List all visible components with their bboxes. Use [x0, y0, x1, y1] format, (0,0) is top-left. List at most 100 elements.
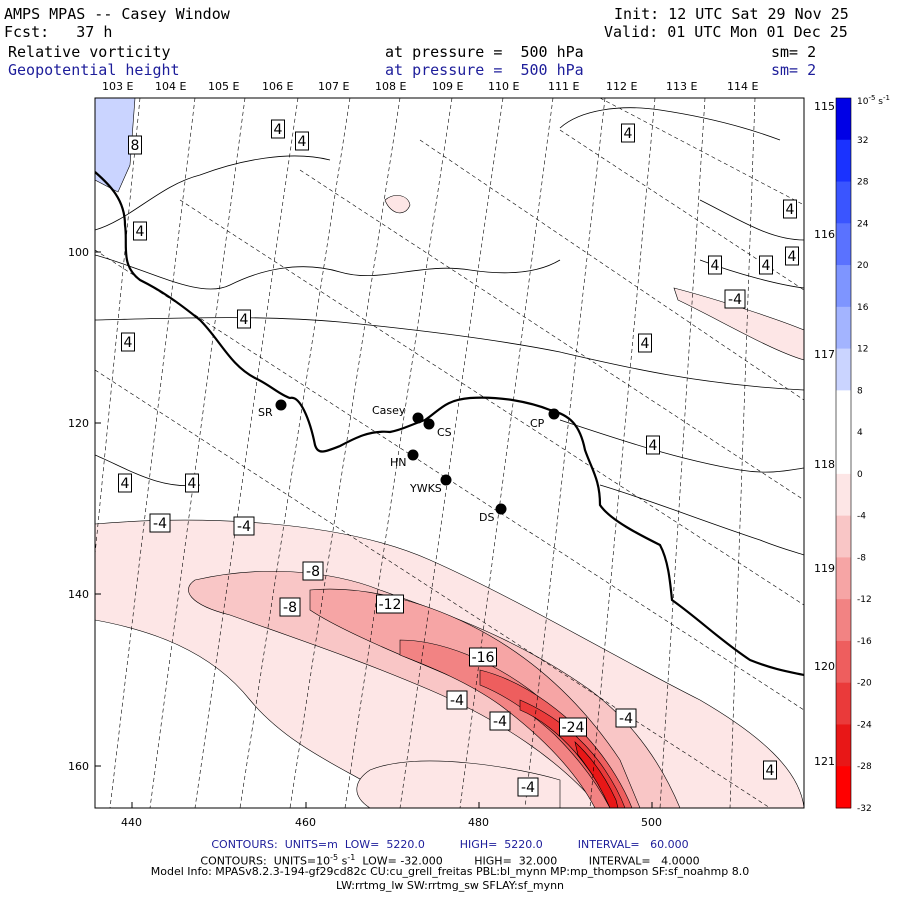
colorbar-label: 12 — [857, 345, 868, 355]
station-label: CP — [530, 417, 545, 430]
colorbar-swatch — [836, 557, 851, 600]
contour-label: 4 — [240, 312, 249, 328]
height-contour-info: CONTOURS: UNITS=m LOW= 5220.0 HIGH= 5220… — [211, 838, 689, 851]
contour-label-box — [271, 119, 285, 139]
field2-smooth: sm= 2 — [771, 61, 817, 79]
contour-label-box — [489, 711, 511, 731]
contour-label-box — [233, 516, 255, 536]
y-ticks — [95, 251, 653, 808]
colorbar-label: 24 — [857, 219, 869, 229]
colorbar-label: -32 — [857, 804, 872, 814]
field1-level: at pressure = 500 hPa — [385, 43, 584, 61]
contour-label-box — [763, 760, 777, 780]
station-dot — [495, 503, 507, 515]
colorbar-label: -8 — [857, 553, 866, 563]
contour-label-box — [759, 255, 773, 275]
colorbar-swatch — [836, 265, 851, 308]
contour-label: -12 — [379, 597, 402, 613]
lon-label: 111 E — [548, 80, 579, 93]
contour-label-box — [149, 513, 171, 533]
colorbar-swatch — [836, 348, 851, 391]
positive-vorticity-area — [95, 98, 136, 193]
vorticity-contour-info: CONTOURS: UNITS=10-5 s-1 LOW= -32.000 HI… — [200, 853, 700, 868]
lonlat-grid — [95, 98, 804, 808]
station-label: YWKS — [409, 482, 442, 495]
contour-label: -4 — [153, 516, 167, 532]
contour-label: -4 — [521, 780, 535, 796]
lon-label: 103 E — [102, 80, 133, 93]
contour-label-box — [785, 246, 799, 266]
lon-label: 108 E — [375, 80, 406, 93]
contour-label-box — [128, 135, 142, 155]
colorbar-label: 0 — [857, 470, 863, 480]
lon-labels-top: 103 E 104 E 105 E 106 E 107 E 108 E 109 … — [102, 80, 758, 93]
x-tick-label: 480 — [468, 816, 489, 829]
contour-label: -4 — [728, 292, 742, 308]
map-title: AMPS MPAS -- Casey Window — [4, 5, 230, 23]
colorbar-swatch — [836, 724, 851, 767]
contour-label: -4 — [493, 714, 507, 730]
contour-label: 4 — [786, 202, 795, 218]
valid-time: Valid: 01 UTC Mon 01 Dec 25 — [604, 23, 848, 41]
contour-label-box — [118, 473, 132, 493]
station-label: DS — [479, 511, 494, 524]
contour-label: 4 — [711, 258, 720, 274]
field2-name: Geopotential height — [8, 61, 180, 79]
lon-label: 114 E — [727, 80, 758, 93]
lon-label: 104 E — [155, 80, 186, 93]
contour-label-box — [724, 289, 746, 309]
colorbar-label: 28 — [857, 178, 869, 188]
vorticity-shading — [95, 98, 804, 808]
lon-label: 110 E — [488, 80, 519, 93]
colorbar-swatch — [836, 306, 851, 350]
lon-label: 109 E — [432, 80, 463, 93]
colorbar-swatch — [836, 515, 851, 558]
colorbar: 32 28 24 20 16 12 8 4 0 -4 -8 -12 -16 -20 -24 -28 -32 — [835, 97, 872, 814]
colorbar-swatch — [836, 390, 851, 433]
station-dot — [423, 418, 435, 430]
colorbar-label: -4 — [857, 512, 866, 522]
contour-label-box — [646, 435, 660, 455]
station-dot — [407, 449, 419, 461]
coastline — [95, 171, 804, 677]
contour-label: 4 — [641, 336, 650, 352]
contour-label: 4 — [274, 122, 283, 138]
colorbar-frame — [835, 97, 852, 809]
colorbar-label: 8 — [857, 386, 863, 396]
contour-label-box — [133, 221, 147, 241]
contour-label: -4 — [619, 711, 633, 727]
contour-label: 4 — [188, 476, 197, 492]
height-contours — [95, 107, 804, 556]
contour-label: 4 — [298, 134, 307, 150]
contour-label-box — [621, 123, 635, 143]
contour-label: 4 — [121, 476, 130, 492]
contour-label: -4 — [237, 519, 251, 535]
station-label: Casey — [372, 404, 406, 417]
station-dot — [440, 474, 452, 486]
colorbar-label: -24 — [857, 720, 872, 730]
colorbar-swatch — [836, 181, 851, 224]
colorbar-swatch — [836, 98, 851, 141]
model-info: Model Info: MPASv8.2.3-194-gf29cd82c CU:… — [150, 865, 750, 878]
lon-label: 113 E — [666, 80, 697, 93]
colorbar-swatch — [836, 640, 851, 684]
colorbar-swatch — [836, 139, 851, 183]
contour-label: 4 — [762, 258, 771, 274]
colorbar-label: 4 — [857, 428, 863, 438]
forecast-hour: Fcst: 37 h — [4, 23, 113, 41]
contour-label-box — [185, 473, 199, 493]
contour-label-box — [376, 594, 404, 614]
contour-label: 4 — [649, 438, 658, 454]
model-info-physics: LW:rrtmg_lw SW:rrtmg_sw SFLAY:sf_mynn — [335, 879, 565, 892]
contour-label-box — [708, 255, 722, 275]
contour-label-box — [302, 561, 324, 581]
colorbar-label: 32 — [857, 136, 868, 146]
init-time: Init: 12 UTC Sat 29 Nov 25 — [614, 5, 849, 23]
colorbar-swatch — [836, 432, 851, 475]
colorbar-swatch — [836, 766, 851, 809]
contour-label-box — [469, 647, 497, 667]
colorbar-swatch — [836, 473, 851, 517]
contour-label-box — [446, 690, 468, 710]
station-dot — [275, 399, 287, 411]
